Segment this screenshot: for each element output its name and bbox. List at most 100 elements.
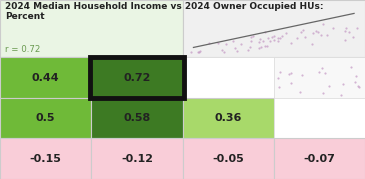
Text: 0.58: 0.58 [123, 113, 150, 123]
FancyBboxPatch shape [274, 138, 365, 179]
Point [258, 46, 264, 49]
Text: 2024 Median Household Income vs 2024 Owner Occupied HUs:
Percent: 2024 Median Household Income vs 2024 Own… [5, 2, 324, 21]
Text: -0.05: -0.05 [212, 154, 244, 164]
Point [318, 33, 324, 36]
Point [249, 35, 254, 38]
Point [343, 27, 349, 30]
Point [275, 36, 281, 39]
Point [277, 70, 283, 73]
Point [288, 72, 293, 75]
Point [316, 70, 322, 73]
Point [342, 30, 348, 33]
Point [220, 50, 226, 53]
FancyBboxPatch shape [91, 57, 182, 98]
Point [247, 45, 253, 48]
Point [322, 72, 328, 75]
Point [224, 43, 230, 46]
Point [269, 36, 275, 39]
FancyBboxPatch shape [0, 98, 91, 138]
Point [346, 30, 352, 33]
FancyBboxPatch shape [182, 0, 365, 57]
Point [295, 36, 300, 39]
Point [230, 39, 236, 42]
Point [299, 74, 305, 77]
Point [342, 39, 348, 42]
Point [299, 30, 304, 33]
Point [248, 39, 254, 42]
Text: 0.36: 0.36 [215, 113, 242, 123]
Point [347, 66, 353, 69]
FancyBboxPatch shape [0, 0, 182, 57]
Point [319, 66, 325, 69]
FancyBboxPatch shape [274, 98, 365, 138]
Point [255, 40, 261, 43]
Point [238, 43, 244, 45]
Point [265, 37, 271, 39]
Point [326, 85, 332, 88]
FancyBboxPatch shape [274, 57, 365, 98]
Text: 0.44: 0.44 [32, 72, 59, 83]
Point [310, 32, 316, 35]
FancyBboxPatch shape [91, 138, 182, 179]
Point [279, 34, 285, 37]
Point [350, 35, 356, 38]
Point [324, 33, 330, 36]
FancyBboxPatch shape [0, 57, 91, 98]
Point [284, 31, 289, 34]
Point [267, 39, 273, 42]
FancyBboxPatch shape [91, 98, 182, 138]
Point [262, 45, 268, 48]
Point [234, 49, 239, 52]
Point [302, 35, 308, 38]
Point [215, 42, 221, 45]
Point [196, 50, 202, 53]
Point [271, 35, 277, 38]
Point [277, 37, 283, 39]
Text: 0.72: 0.72 [123, 72, 150, 83]
Point [256, 46, 262, 49]
Point [320, 91, 326, 94]
Point [207, 42, 212, 45]
Point [288, 81, 294, 84]
Point [257, 37, 263, 40]
Text: -0.15: -0.15 [30, 154, 62, 164]
Point [309, 43, 315, 46]
Point [264, 44, 269, 47]
Point [232, 47, 238, 50]
Point [245, 49, 251, 52]
Point [338, 94, 344, 96]
Point [288, 41, 294, 44]
Point [276, 85, 281, 88]
FancyBboxPatch shape [0, 138, 91, 179]
Point [353, 75, 359, 78]
Point [275, 76, 281, 79]
FancyBboxPatch shape [182, 57, 274, 98]
Point [297, 91, 303, 93]
Point [356, 85, 361, 88]
Point [271, 39, 277, 42]
Point [357, 86, 362, 89]
Point [300, 29, 306, 32]
Point [197, 49, 203, 52]
Point [219, 48, 225, 51]
Point [315, 30, 320, 33]
FancyBboxPatch shape [182, 138, 274, 179]
Text: -0.07: -0.07 [303, 154, 335, 164]
Point [313, 30, 319, 33]
Point [330, 27, 336, 30]
Point [354, 26, 360, 29]
Point [250, 34, 256, 37]
Point [275, 40, 281, 43]
Text: -0.12: -0.12 [121, 154, 153, 164]
Text: r = 0.72: r = 0.72 [5, 45, 41, 54]
FancyBboxPatch shape [182, 98, 274, 138]
Point [352, 81, 358, 83]
Point [188, 50, 193, 53]
Point [260, 39, 266, 42]
Text: 0.5: 0.5 [36, 113, 55, 123]
Point [262, 31, 268, 34]
Point [195, 50, 201, 53]
Point [286, 73, 292, 76]
Point [320, 22, 326, 25]
Point [341, 83, 346, 85]
